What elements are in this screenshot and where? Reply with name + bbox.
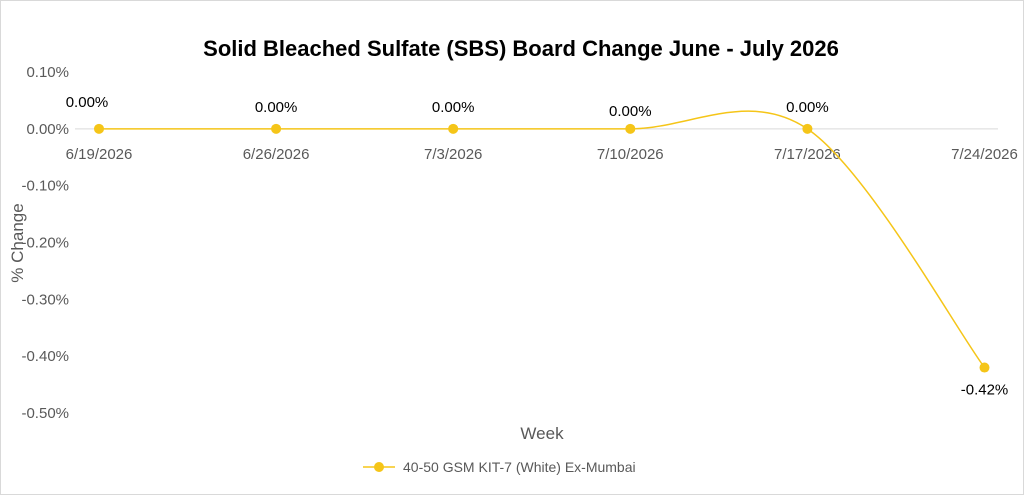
- x-axis-ticks: 6/19/2026 6/26/2026 7/3/2026 7/10/2026 7/17/…: [66, 146, 1018, 163]
- data-labels: 0.00% 0.00% 0.00% 0.00% 0.00% -0.42%: [66, 94, 1009, 399]
- x-tick-label: 7/24/2026: [951, 146, 1018, 163]
- x-tick-label: 7/17/2026: [774, 146, 841, 163]
- y-axis-title: % Change: [8, 203, 27, 282]
- x-axis-title: Week: [520, 424, 564, 443]
- y-tick-label: -0.50%: [21, 405, 69, 422]
- y-tick-label: -0.20%: [21, 235, 69, 252]
- data-label: 0.00%: [66, 94, 109, 111]
- data-point: [271, 123, 282, 134]
- x-tick-label: 7/3/2026: [424, 146, 482, 163]
- y-tick-label: -0.40%: [21, 348, 69, 365]
- data-point: [94, 123, 104, 134]
- x-tick-label: 6/26/2026: [243, 146, 310, 163]
- data-label: 0.00%: [786, 99, 829, 116]
- data-point: [802, 123, 813, 134]
- y-tick-label: 0.10%: [26, 64, 69, 81]
- data-label: 0.00%: [432, 99, 475, 116]
- legend-marker: [374, 462, 384, 472]
- chart-title: Solid Bleached Sulfate (SBS) Board Chang…: [203, 36, 839, 61]
- data-point: [979, 362, 990, 373]
- data-label: -0.42%: [961, 382, 1009, 399]
- data-label: 0.00%: [609, 103, 652, 120]
- data-point: [625, 123, 636, 134]
- y-tick-label: 0.00%: [26, 121, 69, 138]
- x-tick-label: 7/10/2026: [597, 146, 664, 163]
- y-tick-label: -0.10%: [21, 178, 69, 195]
- x-tick-label: 6/19/2026: [66, 146, 133, 163]
- data-label: 0.00%: [255, 99, 298, 116]
- data-point: [448, 123, 459, 134]
- y-axis-ticks: 0.10% 0.00% -0.10% -0.20% -0.30% -0.40% -0.50%: [21, 64, 69, 422]
- y-tick-label: -0.30%: [21, 291, 69, 308]
- legend-label: 40-50 GSM KIT-7 (White) Ex-Mumbai: [403, 459, 636, 475]
- legend: 40-50 GSM KIT-7 (White) Ex-Mumbai: [363, 459, 636, 475]
- data-points: [94, 123, 990, 373]
- series-line: [99, 110, 986, 368]
